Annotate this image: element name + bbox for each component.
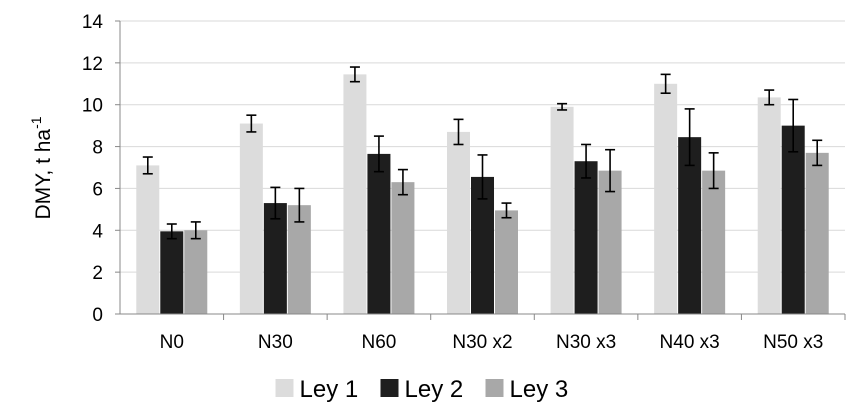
y-tick-label-8: 8 <box>92 138 103 159</box>
bar-ley-2-n60 <box>367 153 391 314</box>
y-axis-label: DMY, t ha-1 <box>28 116 55 219</box>
error-bars <box>142 66 823 240</box>
error-bar-ley-3-n40-x3 <box>708 152 719 190</box>
bar-ley-2-n40-x3 <box>678 137 702 314</box>
bar-ley-1-n30 <box>239 123 263 314</box>
legend-label-ley-3: Ley 3 <box>510 376 569 403</box>
error-bar-ley-2-n30-x2 <box>477 154 488 200</box>
bar-ley-3-n30 <box>287 205 311 314</box>
error-bar-ley-2-n30-x3 <box>581 143 592 179</box>
bar-ley-2-n50-x3 <box>781 125 805 315</box>
error-bar-ley-3-n30-x3 <box>605 148 616 193</box>
y-tick-label-6: 6 <box>92 179 103 200</box>
legend-label-ley-2: Ley 2 <box>405 376 464 403</box>
bar-ley-3-n30-x2 <box>495 210 518 314</box>
error-bar-ley-2-n50-x3 <box>788 98 799 153</box>
error-bar-ley-1-n40-x3 <box>660 73 671 95</box>
error-bar-ley-3-n60 <box>397 168 408 196</box>
error-bar-ley-2-n30 <box>270 186 281 220</box>
error-bar-ley-1-n30 <box>246 114 257 133</box>
y-tick-label-2: 2 <box>92 263 103 284</box>
error-bar-ley-1-n30-x2 <box>453 118 464 146</box>
y-tick-labels: 0 2 4 6 8 10 12 14 <box>82 12 104 326</box>
bar-ley-2-n30-x2 <box>471 176 494 314</box>
x-tick-label-n0: N0 <box>160 332 184 353</box>
y-axis-label-text: DMY, t ha <box>32 129 55 220</box>
legend-label-ley-1: Ley 1 <box>300 376 359 403</box>
bar-ley-3-n0 <box>184 230 208 314</box>
bar-ley-2-n0 <box>160 231 184 314</box>
legend-swatch-ley-1 <box>275 379 294 397</box>
x-tick-label-n50-x3: N50 x3 <box>763 332 823 353</box>
x-tick-labels: N0 N30 N60 N30 x2 N30 x3 N40 x3 N50 x3 <box>160 332 824 353</box>
bar-ley-1-n30-x2 <box>447 131 470 314</box>
legend-swatch-ley-2 <box>380 379 399 397</box>
bar-ley-3-n30-x3 <box>598 170 622 314</box>
x-tick-label-n30-x3: N30 x3 <box>556 332 616 353</box>
bar-ley-3-n40-x3 <box>702 170 726 314</box>
error-bar-ley-2-n60 <box>373 135 384 173</box>
bar-ley-3-n60 <box>391 182 415 314</box>
x-tick-label-n30: N30 <box>258 332 293 353</box>
bar-ley-2-n30-x3 <box>574 161 598 314</box>
legend-item-ley-1: Ley 1 <box>275 376 359 403</box>
bars <box>136 74 829 315</box>
legend-item-ley-2: Ley 2 <box>380 376 464 403</box>
error-bar-ley-3-n30-x2 <box>501 202 512 219</box>
y-tick-label-12: 12 <box>82 54 103 75</box>
bar-ley-1-n60 <box>343 74 367 314</box>
error-bar-ley-3-n50-x3 <box>812 139 823 167</box>
error-bar-ley-3-n30 <box>294 187 305 223</box>
error-bar-ley-2-n40-x3 <box>684 108 695 167</box>
bar-ley-1-n40-x3 <box>654 83 678 315</box>
error-bar-ley-1-n60 <box>349 66 360 83</box>
y-axis-label-superscript: -1 <box>28 116 44 129</box>
legend: Ley 1 Ley 2 Ley 3 <box>275 376 569 403</box>
error-bar-ley-2-n0 <box>166 223 177 240</box>
bar-ley-1-n30-x3 <box>550 106 574 314</box>
x-tick-label-n40-x3: N40 x3 <box>660 332 720 353</box>
y-tick-label-0: 0 <box>92 305 103 326</box>
bar-ley-2-n30 <box>263 203 287 314</box>
axes <box>115 20 846 320</box>
y-tick-label-14: 14 <box>82 12 104 33</box>
error-bar-ley-3-n0 <box>190 221 201 240</box>
x-tick-label-n60: N60 <box>361 332 396 353</box>
error-bar-ley-1-n50-x3 <box>764 89 775 106</box>
bar-ley-1-n50-x3 <box>757 97 781 314</box>
error-bar-ley-1-n30-x3 <box>557 102 568 111</box>
bar-ley-3-n50-x3 <box>805 152 829 314</box>
y-tick-label-10: 10 <box>82 96 103 117</box>
y-tick-label-4: 4 <box>92 221 103 242</box>
bar-ley-1-n0 <box>136 165 160 314</box>
legend-swatch-ley-3 <box>485 379 504 397</box>
x-tick-label-n30-x2: N30 x2 <box>452 332 512 353</box>
legend-item-ley-3: Ley 3 <box>485 376 569 403</box>
error-bar-ley-1-n0 <box>142 156 153 175</box>
